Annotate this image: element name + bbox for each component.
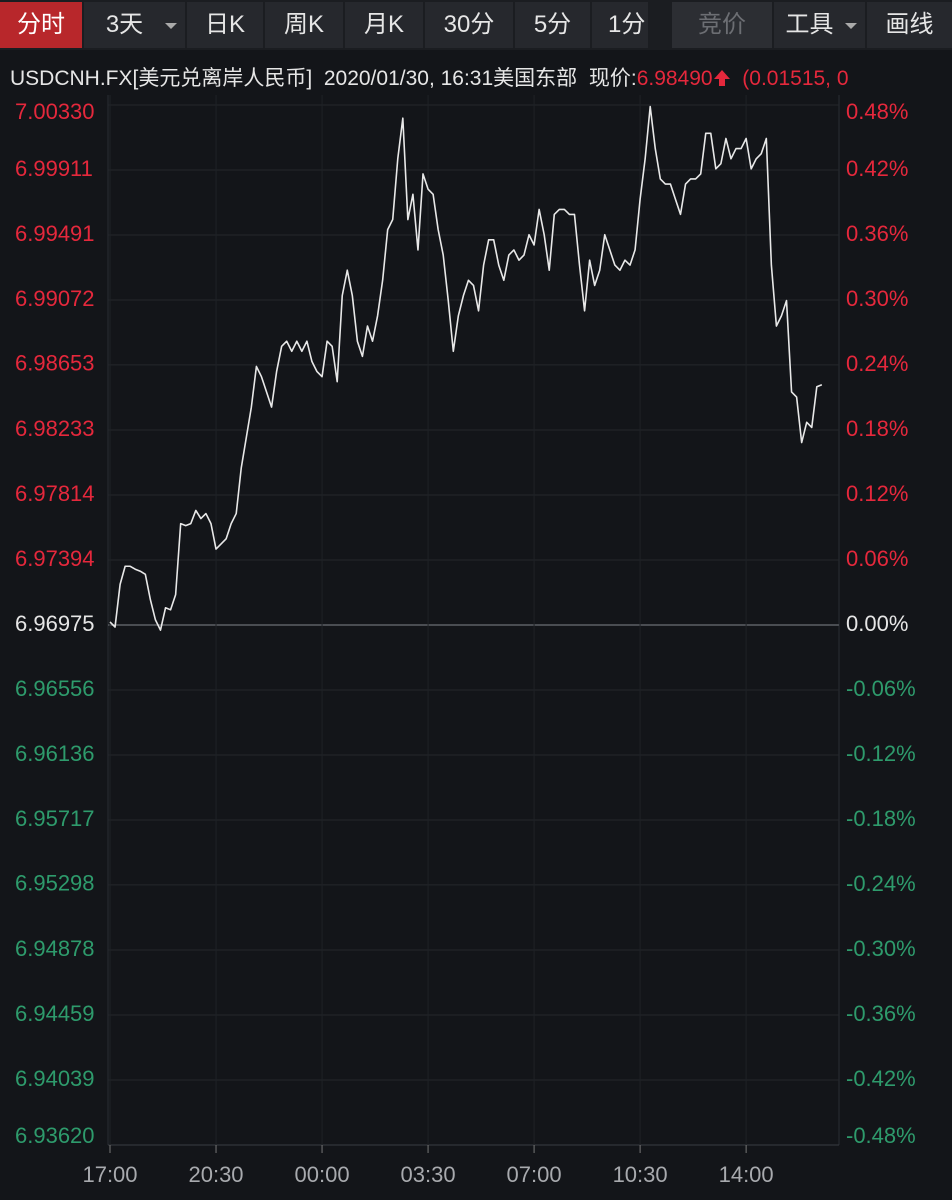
y-tick-label: 6.96975 [15,611,95,636]
y-tick-label: 6.98653 [15,351,95,376]
tab-button[interactable]: 画线 [867,2,952,48]
x-tick-label: 10:30 [613,1162,668,1187]
x-tick-label: 00:00 [295,1162,350,1187]
y-tick-label: 6.99911 [15,156,93,181]
y-tick-label: 6.96556 [15,676,95,701]
tab-button[interactable]: 分时 [0,2,82,48]
y2-tick-label: -0.30% [846,936,916,961]
y-tick-label: 6.95298 [15,871,95,896]
y-tick-label: 6.98233 [15,416,95,441]
y2-tick-label: 0.18% [846,416,908,441]
up-arrow [713,70,730,86]
y-tick-label: 6.99072 [15,286,95,311]
x-tick-label: 17:00 [82,1162,137,1187]
price: 6.98490 [636,67,713,90]
toolbar: 分时 3天 日K 周K 月K 30分 5分 1分 竞价 工具 画线 [0,0,952,50]
tab-button[interactable]: 工具 [774,2,865,48]
tab-button[interactable]: 1分 [592,2,648,48]
y2-tick-label: 0.48% [846,99,908,124]
quote-time: 2020/01/30, 16:31美国东部 [323,67,578,90]
y2-tick-label: 0.42% [846,156,908,181]
price-label: 现价: [588,67,637,90]
x-tick-label: 20:30 [188,1162,243,1187]
tab-button[interactable]: 5分 [515,2,590,48]
x-tick-label: 14:00 [719,1162,774,1187]
y2-tick-label: -0.48% [846,1123,916,1148]
symbol: USDCNH.FX[美元兑离岸人民币] [10,67,313,90]
y-tick-label: 6.94459 [15,1001,95,1026]
tab-button[interactable]: 周K [265,2,343,48]
y-tick-label: 6.97394 [15,546,95,571]
tab-button[interactable]: 月K [345,2,423,48]
price-line [109,105,823,631]
button-text: 3天 [105,11,144,38]
y-tick-label: 6.96136 [15,741,95,766]
y2-tick-label: 0.06% [846,546,908,571]
tab-button[interactable]: 3天 [84,2,185,48]
tab-button[interactable]: 30分 [425,2,513,48]
y-tick-label: 6.93620 [15,1123,95,1148]
y-tick-label: 6.94878 [15,936,95,961]
y2-tick-label: 0.12% [846,481,908,506]
y2-tick-label: -0.42% [846,1066,916,1091]
y2-tick-label: -0.36% [846,1001,916,1026]
x-tick-label: 03:30 [401,1162,456,1187]
y2-tick-label: 0.36% [846,221,908,246]
y-tick-label: 6.95717 [15,806,95,831]
y2-tick-label: 0.00% [846,611,908,636]
y-tick-label: 6.97814 [15,481,95,506]
y2-tick-label: -0.06% [846,676,916,701]
x-tick-label: 07:00 [507,1162,562,1187]
y2-tick-label: 0.24% [846,351,908,376]
y2-tick-label: -0.24% [846,871,916,896]
tab-button[interactable]: 日K [187,2,263,48]
y2-tick-label: -0.12% [846,741,916,766]
price-change: (0.01515, 0 [742,67,849,90]
quote-line: USDCNH.FX[美元兑离岸人民币] 2020/01/30, 16:31美国东… [10,62,952,94]
y-tick-label: 6.94039 [15,1066,95,1091]
y-tick-label: 7.00330 [15,99,95,124]
y2-tick-label: 0.30% [846,286,908,311]
y2-tick-label: -0.18% [846,806,916,831]
button-text: 工具 [785,11,834,38]
tab-button: 竞价 [672,2,772,48]
y-tick-label: 6.99491 [15,221,95,246]
